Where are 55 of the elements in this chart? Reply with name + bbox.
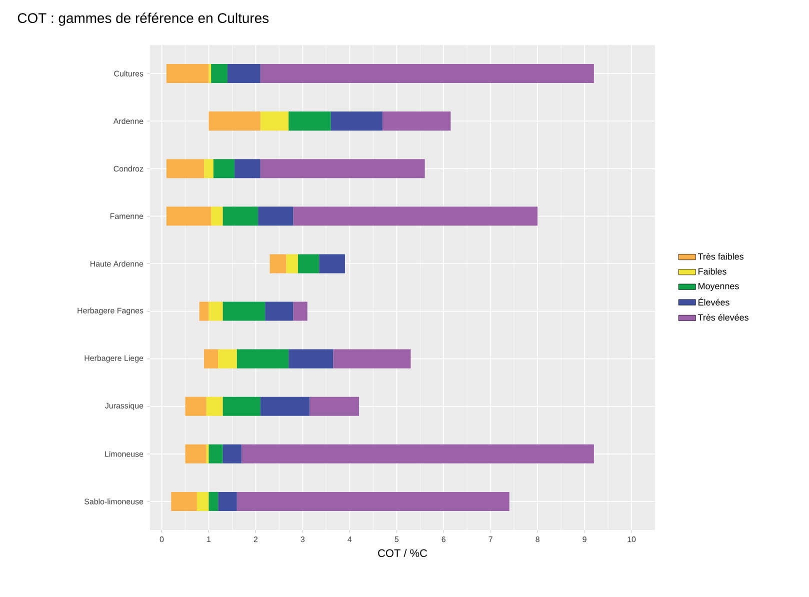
bar (196, 492, 209, 511)
bar (218, 492, 237, 511)
bar (286, 254, 298, 274)
bar (171, 492, 197, 511)
bar (222, 396, 260, 416)
bar (330, 112, 383, 131)
bar (265, 302, 294, 321)
bar (260, 396, 310, 416)
bar (199, 302, 209, 321)
bar (288, 349, 334, 368)
bar (319, 254, 345, 274)
bar (222, 444, 242, 464)
legend-label: Faibles (698, 268, 726, 275)
bar (222, 302, 266, 321)
bar (206, 396, 223, 416)
bar (242, 444, 594, 464)
bar (333, 349, 411, 368)
bar (208, 302, 223, 321)
legend-label: Très élevées (698, 314, 748, 321)
legend-label: Élevées (698, 298, 730, 306)
bar (166, 206, 212, 226)
bar (185, 396, 206, 416)
bar (185, 444, 206, 464)
bar (166, 64, 209, 84)
legend-label: Très faibles (698, 252, 744, 260)
chart-title: COT : gammes de référence en Cultures (18, 12, 269, 26)
bar (213, 159, 235, 178)
bar (208, 444, 223, 464)
bar (208, 112, 260, 131)
bar (258, 206, 294, 226)
bar (218, 349, 237, 368)
bar (166, 159, 204, 178)
bar (228, 64, 260, 84)
bar (260, 64, 594, 84)
x-axis-title: COT / %C (378, 548, 428, 558)
bar (204, 349, 218, 368)
bar (260, 112, 289, 131)
bar (260, 159, 425, 178)
bar (208, 64, 212, 84)
bar (236, 492, 510, 511)
bar (204, 159, 214, 178)
bar (288, 112, 331, 131)
bar (234, 159, 260, 178)
bar (270, 254, 286, 274)
bar (222, 206, 258, 226)
bar (211, 206, 223, 226)
legend-label: Moyennes (698, 283, 739, 292)
bar (293, 206, 538, 226)
bar (236, 349, 289, 368)
bar (382, 112, 451, 131)
bar (293, 302, 308, 321)
bar (298, 254, 320, 274)
bar (208, 492, 218, 511)
bar (310, 396, 360, 416)
bar (211, 64, 228, 84)
